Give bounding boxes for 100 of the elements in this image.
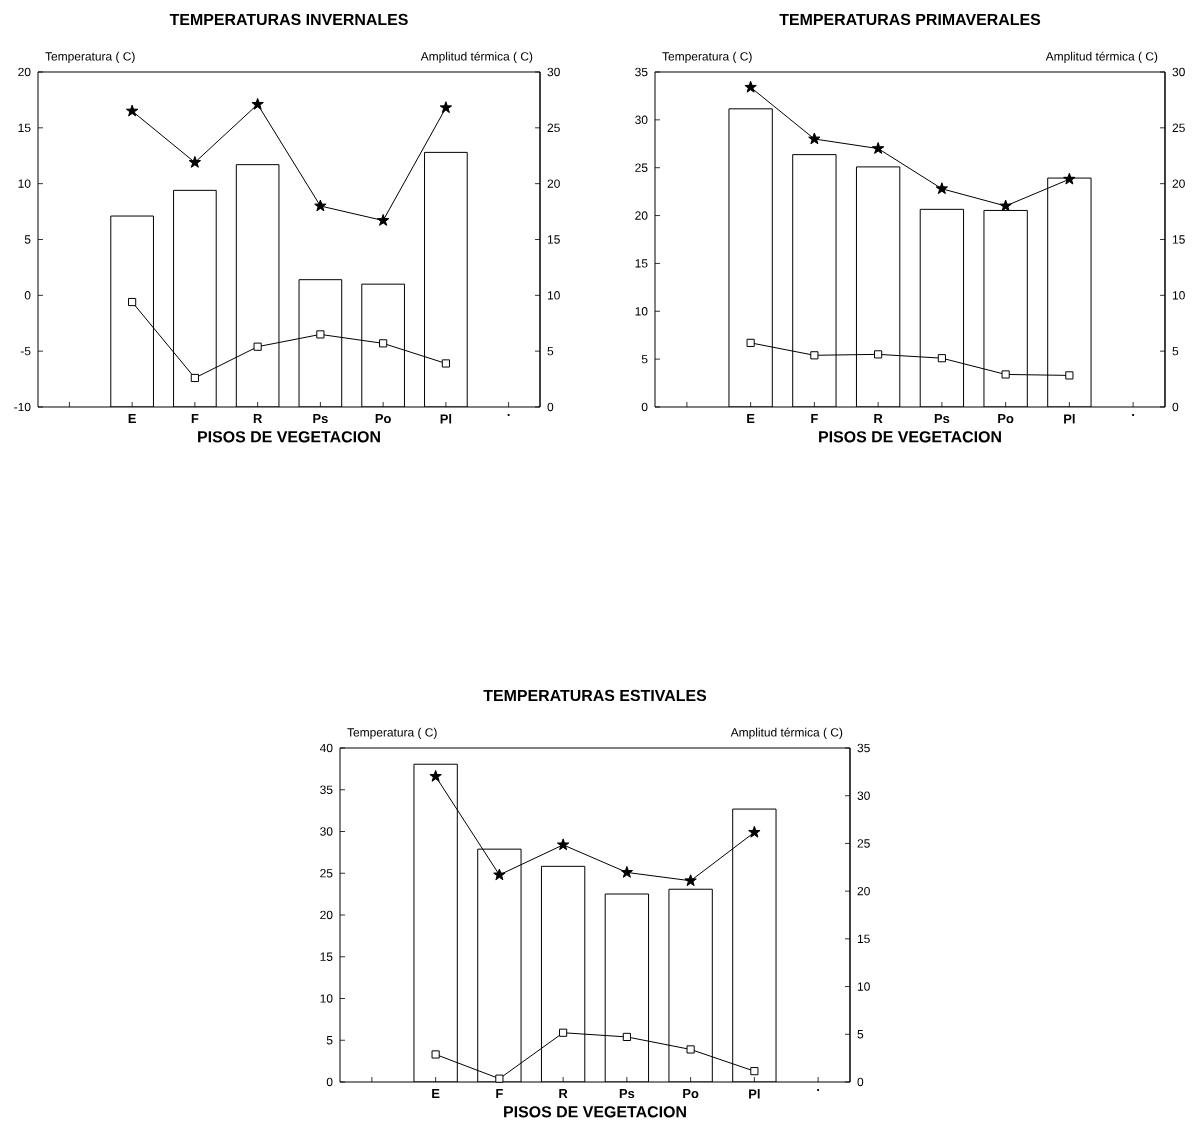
y2-tick-label: 10	[1172, 291, 1185, 300]
x-axis-title: PISOS DE VEGETACION	[504, 1106, 686, 1118]
x-tick-label: .	[507, 414, 510, 416]
y-tick-label: 40	[319, 743, 333, 753]
y-tick-label: 35	[320, 785, 333, 794]
x-tick-label: Pl	[1064, 414, 1075, 424]
y-tick-label: 10	[320, 994, 333, 1003]
point	[376, 214, 390, 226]
y2-tick-label: 5	[547, 346, 554, 356]
x-tick-label: Ps	[619, 1089, 635, 1099]
y-tick-label: 5	[326, 1036, 333, 1045]
x-tick-label: R	[874, 414, 883, 423]
x-tick-label: Po	[998, 414, 1014, 424]
y-tick-label: 0	[326, 1077, 333, 1087]
y-tick-label: 10	[635, 307, 648, 316]
y2-tick-label: 10	[857, 982, 870, 991]
chart-title: TEMPERATURAS PRIMAVERALES	[779, 13, 1041, 26]
x-axis-title: PISOS DE VEGETACION	[198, 431, 380, 443]
point	[935, 182, 949, 195]
point	[493, 868, 506, 881]
x-tick-label: Po	[683, 1089, 699, 1099]
point	[253, 342, 262, 351]
y2-tick-label: 30	[1172, 67, 1185, 77]
y-tick-label: 25	[320, 869, 333, 878]
chart-title: TEMPERATURAS INVERNALES	[169, 13, 408, 26]
y-tick-label: 20	[18, 67, 31, 77]
point	[1065, 371, 1074, 380]
x-tick-label: E	[128, 414, 136, 423]
chart-title: TEMPERATURAS ESTIVALES	[483, 689, 707, 702]
y-tick-label: -10	[14, 402, 31, 412]
y-tick-label: 35	[635, 67, 648, 77]
x-tick-label: .	[1132, 414, 1135, 416]
y2-tick-label: 25	[547, 123, 560, 133]
y-tick-label: 0	[641, 402, 648, 412]
y2-axis-title: Amplitud térmica ( C)	[420, 51, 533, 63]
point	[810, 351, 819, 360]
y2-tick-label: 20	[1172, 179, 1185, 188]
point	[188, 155, 202, 168]
point	[808, 132, 821, 145]
point	[622, 1032, 631, 1041]
y2-tick-label: 5	[857, 1030, 864, 1039]
y2-tick-label: 15	[547, 235, 560, 244]
x-tick-label: Ps	[313, 414, 328, 424]
y2-tick-label: 10	[547, 291, 560, 300]
y2-tick-label: 30	[547, 67, 560, 77]
point	[620, 865, 634, 878]
y-axis-title: Temperatura ( C)	[347, 727, 437, 739]
x-axis-title: PISOS DE VEGETACION	[819, 431, 1001, 443]
y2-tick-label: 0	[1172, 402, 1179, 412]
point	[441, 359, 450, 368]
y-axis-title: Temperatura ( C)	[45, 51, 135, 63]
point	[750, 1067, 759, 1076]
y2-axis-title: Amplitud térmica ( C)	[1045, 51, 1158, 63]
point	[556, 838, 570, 851]
point	[429, 769, 442, 782]
point	[1063, 172, 1076, 185]
x-tick-label: E	[432, 1089, 440, 1098]
y2-tick-label: 25	[1172, 123, 1185, 133]
x-tick-label: Pl	[440, 414, 452, 424]
point	[314, 199, 327, 212]
x-tick-label: F	[811, 414, 818, 423]
point	[316, 330, 325, 339]
point	[128, 297, 137, 307]
y-tick-label: 20	[320, 910, 333, 920]
y2-tick-label: 20	[547, 179, 560, 188]
y-tick-label: 30	[320, 827, 333, 836]
y2-tick-label: 30	[857, 791, 870, 800]
x-tick-label: Ps	[934, 414, 950, 424]
point	[1001, 370, 1010, 379]
x-tick-label: F	[191, 414, 199, 423]
point	[999, 199, 1012, 212]
point	[190, 373, 199, 383]
y-tick-label: 25	[635, 163, 648, 172]
y2-tick-label: 15	[1172, 235, 1185, 244]
x-tick-label: .	[817, 1089, 820, 1091]
y2-tick-label: 15	[857, 934, 870, 944]
point	[748, 825, 761, 838]
point	[684, 874, 697, 887]
y-tick-label: -5	[20, 346, 31, 356]
y-tick-label: 10	[18, 179, 31, 188]
point	[379, 339, 388, 348]
point	[125, 104, 139, 117]
point	[686, 1045, 695, 1054]
y2-axis-title: Amplitud térmica ( C)	[730, 727, 843, 739]
point	[495, 1074, 504, 1083]
y-tick-label: 15	[320, 952, 333, 961]
point	[251, 97, 264, 110]
y2-tick-label: 25	[857, 839, 870, 848]
y2-tick-label: 0	[547, 402, 554, 412]
y2-tick-label: 35	[857, 743, 870, 753]
y-tick-label: 20	[635, 211, 648, 220]
point	[871, 142, 885, 154]
point	[746, 338, 755, 347]
point	[874, 350, 883, 359]
y2-tick-label: 20	[857, 886, 870, 896]
y-tick-label: 15	[18, 123, 31, 132]
point	[431, 1050, 440, 1059]
y-tick-label: 0	[24, 291, 31, 300]
y-axis-title: Temperatura ( C)	[662, 51, 752, 63]
x-tick-label: F	[496, 1089, 503, 1098]
